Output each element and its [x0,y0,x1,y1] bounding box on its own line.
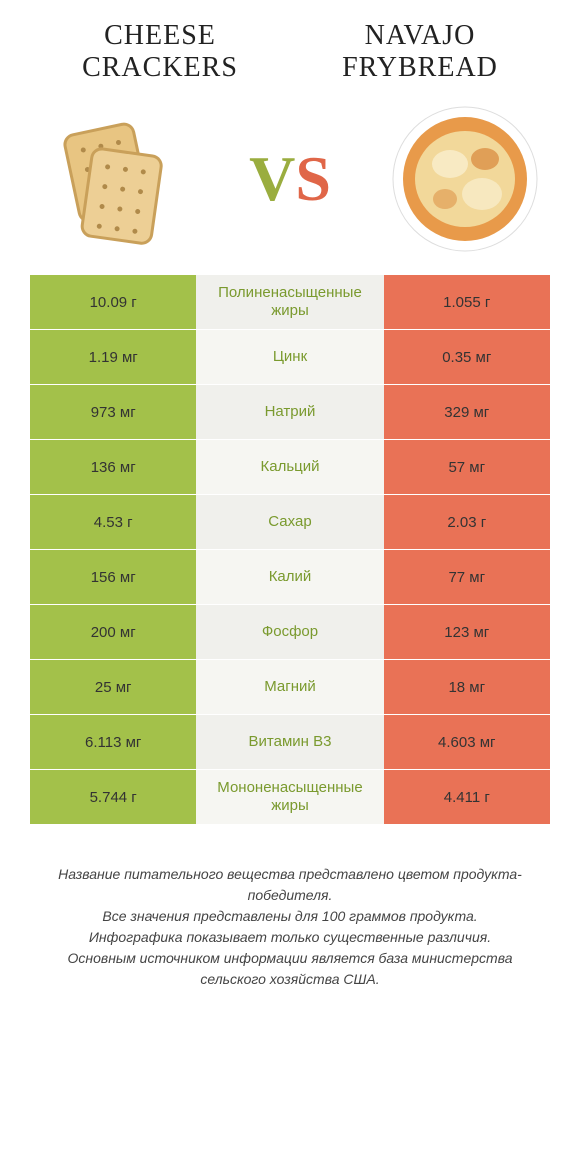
table-row: 5.744 гМононенасыщенные жиры4.411 г [30,769,550,824]
right-value: 329 мг [384,384,550,439]
vs-label: VS [249,142,331,216]
comparison-table: 10.09 гПолиненасыщенные жиры1.055 г1.19 … [30,274,550,824]
right-value: 123 мг [384,604,550,659]
right-value: 18 мг [384,659,550,714]
nutrient-label: Натрий [196,384,383,439]
right-value: 0.35 мг [384,329,550,384]
nutrient-label: Мононенасыщенные жиры [196,769,383,824]
header: CHEESE CRACKERS NAVAJO FRYBREAD [30,20,550,84]
table-row: 136 мгКальций57 мг [30,439,550,494]
vs-s: S [295,143,331,214]
vs-row: VS [30,104,550,254]
left-value: 5.744 г [30,769,196,824]
left-value: 200 мг [30,604,196,659]
cracker-icon [40,104,190,254]
table-row: 6.113 мгВитамин B34.603 мг [30,714,550,769]
right-value: 57 мг [384,439,550,494]
left-value: 156 мг [30,549,196,604]
right-value: 77 мг [384,549,550,604]
right-value: 1.055 г [384,274,550,329]
table-row: 973 мгНатрий329 мг [30,384,550,439]
table-row: 25 мгМагний18 мг [30,659,550,714]
nutrient-label: Полиненасыщенные жиры [196,274,383,329]
nutrient-label: Цинк [196,329,383,384]
left-value: 25 мг [30,659,196,714]
vs-v: V [249,143,295,214]
left-value: 6.113 мг [30,714,196,769]
left-value: 136 мг [30,439,196,494]
nutrient-label: Витамин B3 [196,714,383,769]
nutrient-label: Фосфор [196,604,383,659]
table-row: 10.09 гПолиненасыщенные жиры1.055 г [30,274,550,329]
table-row: 156 мгКалий77 мг [30,549,550,604]
table-row: 1.19 мгЦинк0.35 мг [30,329,550,384]
nutrient-label: Калий [196,549,383,604]
nutrient-label: Кальций [196,439,383,494]
table-row: 4.53 гСахар2.03 г [30,494,550,549]
right-value: 4.603 мг [384,714,550,769]
footnote: Название питательного вещества представл… [30,864,550,990]
table-row: 200 мгФосфор123 мг [30,604,550,659]
right-food-title: NAVAJO FRYBREAD [290,20,550,84]
footnote-line: Инфографика показывает только существенн… [40,927,540,948]
left-food-title: CHEESE CRACKERS [30,20,290,84]
nutrient-label: Магний [196,659,383,714]
left-value: 1.19 мг [30,329,196,384]
right-value: 4.411 г [384,769,550,824]
right-value: 2.03 г [384,494,550,549]
frybread-icon [390,104,540,254]
left-value: 973 мг [30,384,196,439]
footnote-line: Название питательного вещества представл… [40,864,540,906]
footnote-line: Все значения представлены для 100 граммо… [40,906,540,927]
footnote-line: Основным источником информации является … [40,948,540,990]
left-value: 4.53 г [30,494,196,549]
nutrient-label: Сахар [196,494,383,549]
left-value: 10.09 г [30,274,196,329]
